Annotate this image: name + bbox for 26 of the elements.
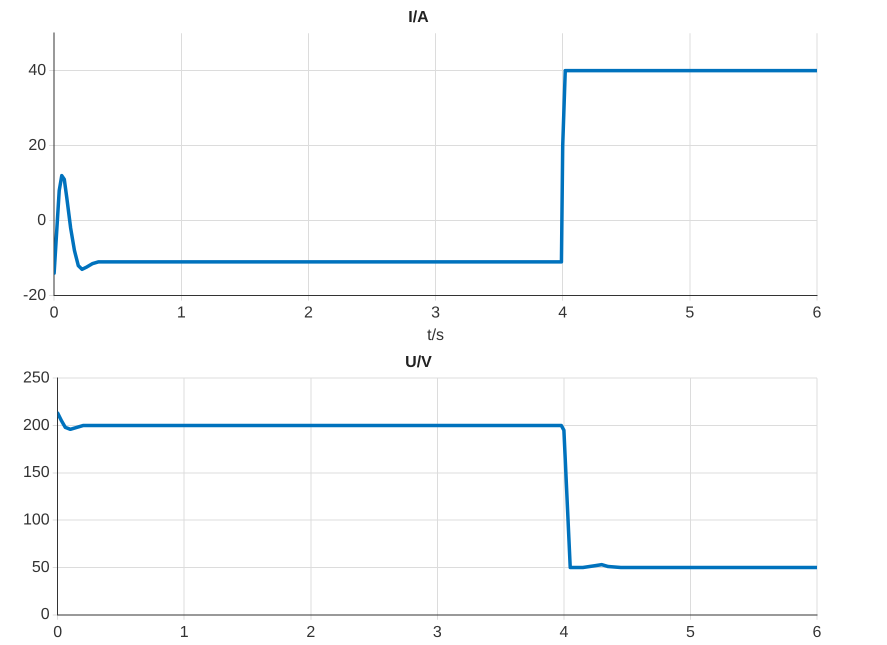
y-tick-label: -20	[23, 287, 46, 304]
x-tick-label: 2	[306, 624, 316, 641]
y-tick-label: 0	[40, 606, 50, 624]
x-tick-label: 3	[431, 304, 440, 322]
x-tick-label: 6	[812, 624, 822, 641]
x-tick-label: 0	[53, 624, 62, 641]
chart-title: I/A	[408, 9, 430, 26]
x-tick-label: 1	[176, 304, 186, 322]
x-tick-label: 1	[180, 624, 189, 641]
y-tick-label: 250	[22, 370, 50, 387]
y-tick-label: 100	[22, 512, 50, 529]
x-axis-title: t/s	[427, 326, 444, 344]
x-tick-label: 6	[812, 304, 822, 322]
y-tick-label: 150	[22, 464, 50, 482]
x-tick-label: 5	[686, 624, 695, 641]
y-tick-label: 50	[32, 558, 50, 576]
y-tick-label: 200	[22, 416, 50, 434]
x-tick-label: 4	[558, 304, 568, 322]
chart-title: U/V	[405, 354, 432, 372]
x-tick-label: 2	[304, 304, 313, 322]
x-tick-label: 4	[559, 624, 568, 641]
y-tick-label: 20	[28, 137, 46, 154]
x-tick-label: 3	[432, 624, 442, 641]
y-tick-label: 40	[28, 62, 46, 80]
x-tick-label: 5	[685, 304, 694, 322]
y-tick-label: 0	[37, 212, 46, 230]
